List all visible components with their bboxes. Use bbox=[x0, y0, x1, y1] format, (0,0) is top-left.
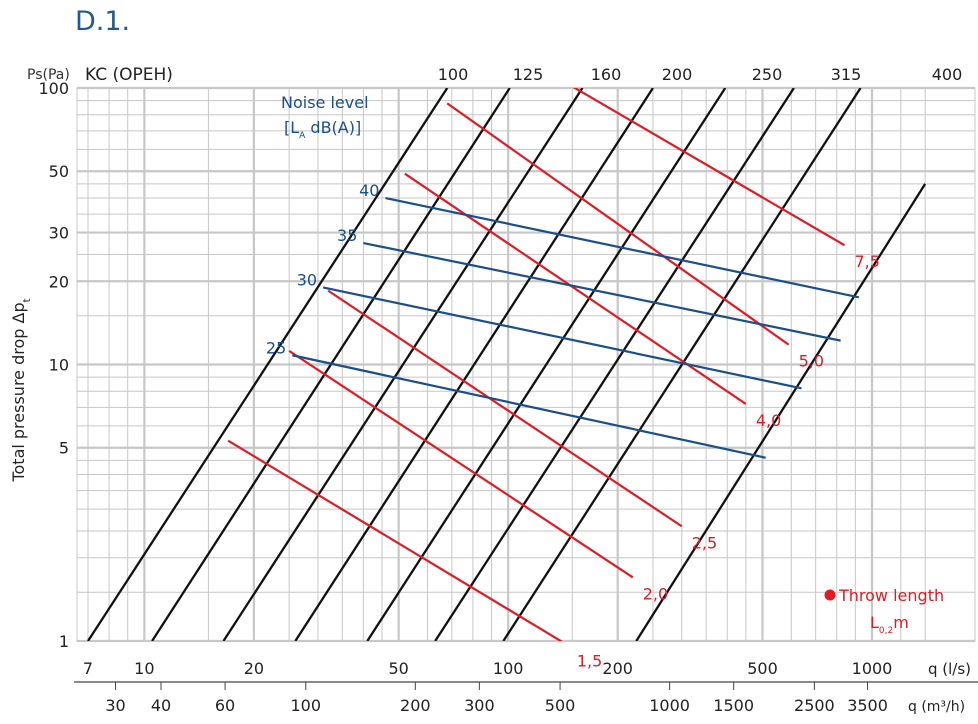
x-tick-label: 50 bbox=[388, 659, 408, 678]
y-tick-label: 1 bbox=[59, 632, 69, 651]
x2-tick-label: 300 bbox=[464, 696, 495, 715]
throw-length-label: 5,0 bbox=[799, 352, 824, 371]
x2-tick-label: 2500 bbox=[794, 696, 835, 715]
throw-legend-unit: L0,2m bbox=[870, 613, 909, 636]
x2-tick-label: 500 bbox=[545, 696, 576, 715]
x2-tick-label: 1500 bbox=[713, 696, 754, 715]
y-tick-label: 5 bbox=[59, 439, 69, 458]
throw-length-lines bbox=[227, 88, 846, 641]
noise-level-lines bbox=[292, 196, 860, 459]
throw-length-line bbox=[572, 88, 846, 247]
y-tick-label: 100 bbox=[38, 79, 69, 98]
y-axis-title-main: Total pressure drop Δp bbox=[9, 302, 28, 482]
x2-tick-label: 1000 bbox=[649, 696, 690, 715]
y-tick-label: 50 bbox=[49, 162, 69, 181]
x-tick-label: 20 bbox=[244, 659, 264, 678]
figure-heading: D.1. bbox=[75, 6, 131, 37]
y-tick-label: 20 bbox=[49, 272, 69, 291]
y-axis-title-sub: t bbox=[22, 298, 33, 302]
x2-tick-label: 200 bbox=[400, 696, 431, 715]
x2-axis-label: q (m³/h) bbox=[908, 699, 965, 715]
model-label: KC (OPEH) bbox=[85, 65, 173, 85]
x-tick-label: 10 bbox=[134, 659, 154, 678]
x2-tick-label: 60 bbox=[215, 696, 235, 715]
y-tick-label: 10 bbox=[49, 356, 69, 375]
y-unit-label: Ps(Pa) bbox=[27, 67, 70, 83]
throw-unit-prefix: L bbox=[870, 613, 879, 632]
throw-length-label: 4,0 bbox=[756, 411, 781, 430]
x2-tick-label: 30 bbox=[105, 696, 125, 715]
noise-level-label: 25 bbox=[266, 338, 286, 357]
duct-size-label: 100 bbox=[438, 65, 469, 84]
y-tick-label: 30 bbox=[49, 224, 69, 243]
throw-legend-dot bbox=[824, 589, 836, 601]
x-tick-label: 100 bbox=[493, 659, 524, 678]
duct-size-label: 125 bbox=[513, 65, 544, 84]
duct-size-label: 200 bbox=[662, 65, 693, 84]
duct-size-line bbox=[294, 88, 654, 641]
chart-labels: 100 125 160 200 250 315 400253035401,52,02,54,… bbox=[38, 65, 962, 715]
noise-legend-title: Noise level bbox=[281, 93, 369, 112]
duct-size-line bbox=[222, 88, 584, 641]
duct-size-label: 400 bbox=[932, 65, 963, 84]
throw-length-label: 2,5 bbox=[692, 533, 717, 552]
noise-level-label: 40 bbox=[359, 181, 379, 200]
x2-tick-label: 100 bbox=[291, 696, 322, 715]
noise-level-line bbox=[322, 286, 802, 390]
throw-length-label: 2,0 bbox=[643, 584, 668, 603]
duct-size-label: 315 bbox=[831, 65, 862, 84]
noise-level-label: 35 bbox=[337, 226, 357, 245]
x-tick-label: 1000 bbox=[852, 659, 893, 678]
noise-unit-sub: A bbox=[299, 131, 306, 141]
noise-level-line bbox=[292, 354, 766, 459]
throw-length-line bbox=[288, 349, 634, 579]
throw-length-label: 1,5 bbox=[577, 652, 602, 671]
duct-size-line bbox=[502, 88, 862, 641]
x-tick-label: 200 bbox=[602, 659, 633, 678]
x2-tick-label: 40 bbox=[151, 696, 171, 715]
duct-size-line bbox=[366, 88, 727, 641]
y-axis-title: Total pressure drop Δpt bbox=[9, 298, 33, 482]
noise-level-label: 30 bbox=[297, 270, 317, 289]
plot-frame bbox=[76, 87, 976, 642]
x2-tick-label: 3500 bbox=[847, 696, 888, 715]
duct-size-line bbox=[635, 183, 927, 641]
throw-length-line bbox=[446, 102, 790, 346]
x-axis-label: q (l/s) bbox=[928, 660, 971, 678]
throw-unit-suffix: m bbox=[893, 613, 909, 632]
duct-size-line bbox=[87, 88, 449, 641]
noise-legend-unit: [LA dB(A)] bbox=[284, 118, 361, 141]
noise-level-line bbox=[385, 196, 860, 299]
x-tick-label: 7 bbox=[83, 659, 93, 678]
throw-length-line bbox=[327, 289, 683, 528]
duct-size-label: 250 bbox=[752, 65, 783, 84]
throw-length-line bbox=[227, 439, 563, 641]
noise-level-line bbox=[363, 241, 841, 342]
noise-unit-prefix: [L bbox=[284, 118, 299, 137]
grid bbox=[77, 86, 975, 643]
noise-unit-suffix: dB(A)] bbox=[305, 118, 361, 137]
x-tick-label: 500 bbox=[747, 659, 778, 678]
throw-unit-sub: 0,2 bbox=[879, 626, 893, 636]
duct-size-label: 160 bbox=[591, 65, 622, 84]
throw-length-label: 7,5 bbox=[854, 252, 879, 271]
throw-legend-title: Throw length bbox=[838, 586, 944, 605]
